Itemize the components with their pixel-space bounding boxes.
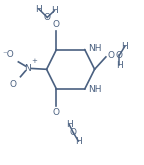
Text: H: H bbox=[51, 6, 58, 15]
Text: H: H bbox=[75, 137, 82, 146]
Text: NH: NH bbox=[88, 44, 102, 53]
Text: O: O bbox=[70, 128, 77, 137]
Text: N: N bbox=[24, 64, 31, 73]
Text: H: H bbox=[122, 42, 128, 51]
Text: NH: NH bbox=[88, 85, 102, 94]
Text: O: O bbox=[10, 80, 17, 89]
Text: +: + bbox=[31, 58, 37, 64]
Text: H: H bbox=[35, 5, 42, 14]
Text: ⁻O: ⁻O bbox=[2, 50, 14, 59]
Text: O: O bbox=[53, 108, 60, 117]
Text: O: O bbox=[44, 13, 51, 22]
Text: O: O bbox=[116, 51, 123, 60]
Text: O: O bbox=[107, 51, 114, 60]
Text: H: H bbox=[116, 61, 123, 70]
Text: O: O bbox=[53, 20, 60, 29]
Text: H: H bbox=[66, 120, 73, 129]
